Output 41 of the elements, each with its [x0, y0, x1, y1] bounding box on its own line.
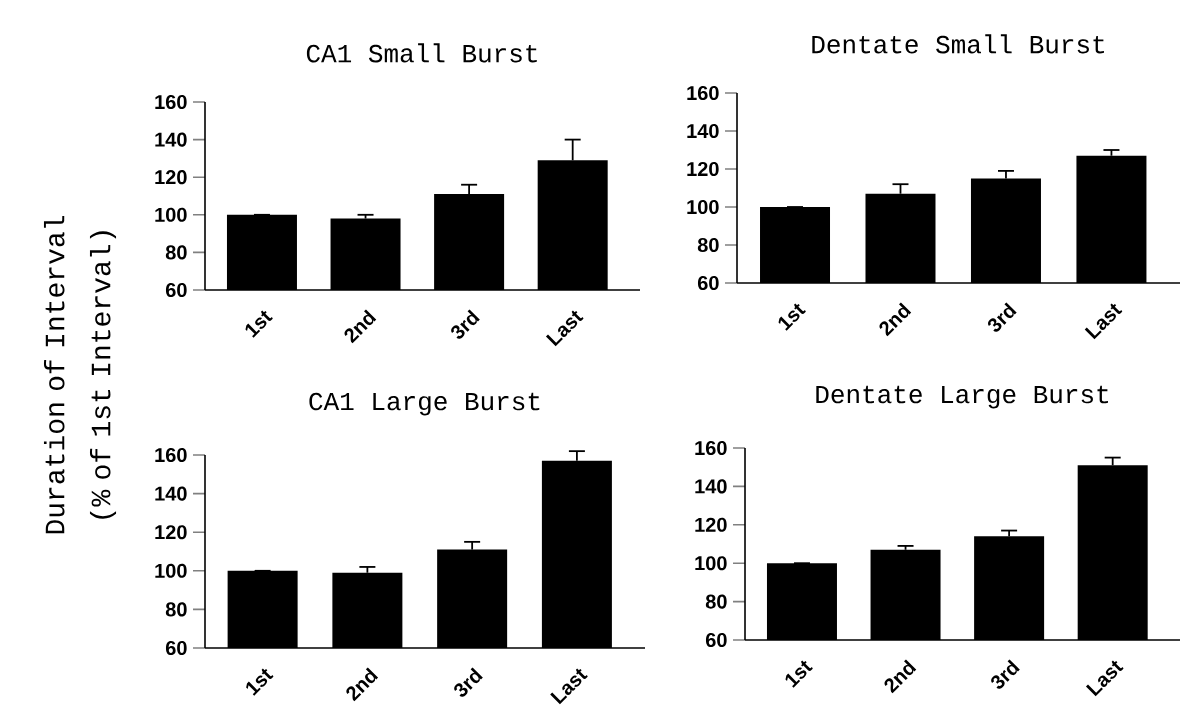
x-tick-label: 3rd [987, 302, 1017, 332]
y-tick-label: 100 [695, 556, 727, 571]
y-tick-label: 60 [165, 640, 187, 656]
y-tick-label: 160 [695, 440, 727, 456]
y-tick-label: 100 [155, 207, 187, 222]
y-tick-label: 160 [155, 94, 187, 110]
x-tick-label: 1st [245, 310, 273, 338]
x-tick-label: 1st [785, 660, 813, 688]
y-tick-label: 140 [155, 132, 187, 147]
y-tick-label: 80 [705, 594, 727, 609]
x-tick-label: 3rd [454, 667, 483, 697]
x-tick-label: 1st [246, 668, 274, 696]
y-tick-label: 100 [687, 199, 719, 215]
y-tick-label: 120 [695, 517, 727, 532]
y-tick-label: 120 [155, 170, 187, 185]
y-tick-label: 140 [155, 486, 187, 501]
y-tick-label: 80 [697, 237, 719, 253]
y-tick-label: 80 [165, 245, 187, 260]
x-tick-label: 2nd [879, 302, 912, 337]
x-tick-label: 3rd [451, 309, 480, 339]
x-tick-label: 2nd [344, 309, 377, 344]
y-axis-title: Duration of Interval (% of 1st Interval) [43, 216, 117, 534]
y-tick-label: 160 [687, 85, 719, 101]
y-tick-label: 120 [687, 161, 719, 177]
y-tick-label: 140 [687, 123, 719, 139]
y-tick-label: 140 [695, 479, 727, 494]
y-tick-label: 100 [155, 563, 187, 578]
chart-title: CA1 Small Burst [306, 43, 537, 63]
x-tick-label: 2nd [884, 659, 917, 694]
y-tick-label: 120 [155, 525, 187, 540]
chart-title: Dentate Large Burst [816, 385, 1108, 409]
chart-title: CA1 Large Burst [309, 392, 540, 416]
y-tick-label: 160 [155, 447, 187, 463]
y-tick-label: 60 [697, 275, 719, 291]
y-tick-label: 60 [165, 282, 187, 298]
x-tick-label: 2nd [346, 667, 379, 702]
x-tick-label: 1st [778, 303, 806, 331]
y-tick-label: 80 [165, 602, 187, 617]
chart-title: Dentate Small Burst [812, 34, 1104, 54]
y-tick-label: 60 [705, 632, 727, 648]
x-tick-label: 3rd [991, 659, 1020, 689]
